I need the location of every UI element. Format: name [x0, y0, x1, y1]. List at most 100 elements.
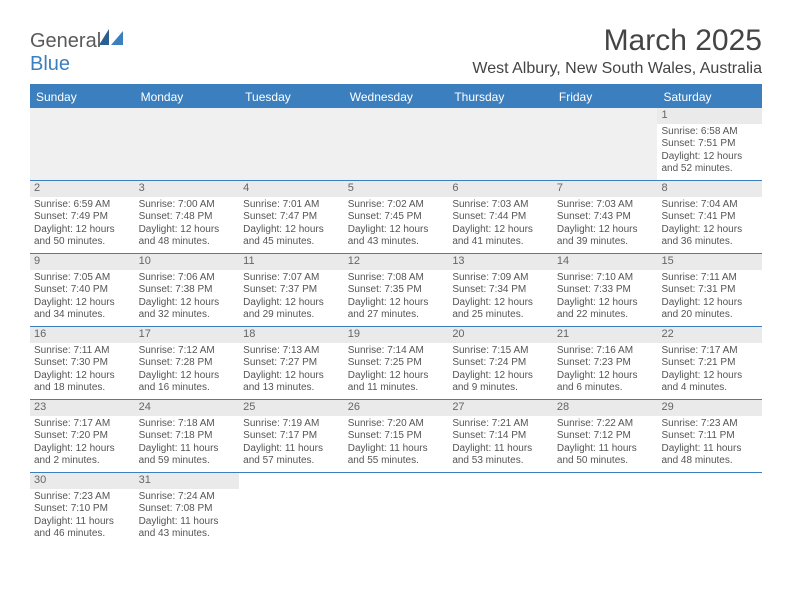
day-number: 7 — [553, 181, 658, 197]
sunset-text: Sunset: 7:35 PM — [348, 284, 445, 297]
day-cell: 9Sunrise: 7:05 AMSunset: 7:40 PMDaylight… — [30, 254, 135, 326]
day-number: 18 — [239, 327, 344, 343]
day-cell: 15Sunrise: 7:11 AMSunset: 7:31 PMDayligh… — [657, 254, 762, 326]
sunrise-text: Sunrise: 7:20 AM — [348, 418, 445, 431]
day-cell: 22Sunrise: 7:17 AMSunset: 7:21 PMDayligh… — [657, 327, 762, 399]
month-title: March 2025 — [472, 24, 762, 58]
sunset-text: Sunset: 7:33 PM — [557, 284, 654, 297]
sunset-text: Sunset: 7:11 PM — [661, 430, 758, 443]
day-number: 2 — [30, 181, 135, 197]
daylight-text: Daylight: 11 hours and 59 minutes. — [139, 443, 236, 468]
day-cell: 23Sunrise: 7:17 AMSunset: 7:20 PMDayligh… — [30, 400, 135, 472]
day-cell: 8Sunrise: 7:04 AMSunset: 7:41 PMDaylight… — [657, 181, 762, 253]
week-row: 1Sunrise: 6:58 AMSunset: 7:51 PMDaylight… — [30, 108, 762, 181]
daylight-text: Daylight: 11 hours and 50 minutes. — [557, 443, 654, 468]
day-number: 11 — [239, 254, 344, 270]
daylight-text: Daylight: 12 hours and 22 minutes. — [557, 297, 654, 322]
sunrise-text: Sunrise: 7:06 AM — [139, 272, 236, 285]
day-cell: 30Sunrise: 7:23 AMSunset: 7:10 PMDayligh… — [30, 473, 135, 545]
sunrise-text: Sunrise: 7:03 AM — [557, 199, 654, 212]
day-number: 20 — [448, 327, 553, 343]
daylight-text: Daylight: 12 hours and 18 minutes. — [34, 370, 131, 395]
day-cell — [135, 108, 240, 180]
day-cell: 4Sunrise: 7:01 AMSunset: 7:47 PMDaylight… — [239, 181, 344, 253]
week-row: 23Sunrise: 7:17 AMSunset: 7:20 PMDayligh… — [30, 400, 762, 473]
sunset-text: Sunset: 7:37 PM — [243, 284, 340, 297]
day-number: 6 — [448, 181, 553, 197]
sunrise-text: Sunrise: 7:12 AM — [139, 345, 236, 358]
weeks-container: 1Sunrise: 6:58 AMSunset: 7:51 PMDaylight… — [30, 108, 762, 545]
day-cell — [239, 473, 344, 545]
sunrise-text: Sunrise: 7:16 AM — [557, 345, 654, 358]
day-cell: 27Sunrise: 7:21 AMSunset: 7:14 PMDayligh… — [448, 400, 553, 472]
sunrise-text: Sunrise: 7:09 AM — [452, 272, 549, 285]
sunset-text: Sunset: 7:15 PM — [348, 430, 445, 443]
day-number: 22 — [657, 327, 762, 343]
day-cell — [448, 473, 553, 545]
daylight-text: Daylight: 12 hours and 32 minutes. — [139, 297, 236, 322]
daylight-text: Daylight: 12 hours and 48 minutes. — [139, 224, 236, 249]
day-number: 1 — [657, 108, 762, 124]
day-of-week-header: SundayMondayTuesdayWednesdayThursdayFrid… — [30, 86, 762, 108]
daylight-text: Daylight: 12 hours and 41 minutes. — [452, 224, 549, 249]
sunset-text: Sunset: 7:14 PM — [452, 430, 549, 443]
day-cell — [553, 473, 658, 545]
logo: GeneralBlue — [30, 24, 127, 76]
sunset-text: Sunset: 7:28 PM — [139, 357, 236, 370]
sunrise-text: Sunrise: 7:13 AM — [243, 345, 340, 358]
day-cell: 2Sunrise: 6:59 AMSunset: 7:49 PMDaylight… — [30, 181, 135, 253]
sunset-text: Sunset: 7:43 PM — [557, 211, 654, 224]
sunset-text: Sunset: 7:34 PM — [452, 284, 549, 297]
logo-word1: General — [30, 30, 101, 52]
day-cell — [657, 473, 762, 545]
daylight-text: Daylight: 11 hours and 55 minutes. — [348, 443, 445, 468]
day-number: 15 — [657, 254, 762, 270]
week-row: 2 Sunrise: 6:59 AMSunset: 7:49 PM Daylight… — [30, 181, 762, 254]
sunrise-text: Sunrise: 7:11 AM — [661, 272, 758, 285]
sunset-text: Sunset: 7:41 PM — [661, 211, 758, 224]
sunset-text: Sunset: 7:44 PM — [452, 211, 549, 224]
day-cell: 20Sunrise: 7:15 AMSunset: 7:24 PMDayligh… — [448, 327, 553, 399]
daylight-text: Daylight: 12 hours and 45 minutes. — [243, 224, 340, 249]
sunset-text: Sunset: 7:25 PM — [348, 357, 445, 370]
day-number: 14 — [553, 254, 658, 270]
daylight-text: Daylight: 12 hours and 29 minutes. — [243, 297, 340, 322]
dow-label: Tuesday — [239, 86, 344, 108]
day-cell: 18Sunrise: 7:13 AMSunset: 7:27 PMDayligh… — [239, 327, 344, 399]
day-number: 5 — [344, 181, 449, 197]
sunset-text: Sunset: 7:49 PM — [34, 211, 131, 224]
daylight-text: Daylight: 12 hours and 34 minutes. — [34, 297, 131, 322]
sunset-text: Sunset: 7:23 PM — [557, 357, 654, 370]
day-number: 13 — [448, 254, 553, 270]
day-cell: 19Sunrise: 7:14 AMSunset: 7:25 PMDayligh… — [344, 327, 449, 399]
day-cell: 26 Sunrise: 7:20 AMSunset: 7:15 PMDayligh… — [344, 400, 449, 472]
sunset-text: Sunset: 7:47 PM — [243, 211, 340, 224]
sunrise-text: Sunrise: 7:00 AM — [139, 199, 236, 212]
day-cell — [553, 108, 658, 180]
daylight-text: Daylight: 12 hours and 11 minutes. — [348, 370, 445, 395]
day-number: 4 — [239, 181, 344, 197]
daylight-text: Daylight: 11 hours and 53 minutes. — [452, 443, 549, 468]
sunrise-text: Sunrise: 7:15 AM — [452, 345, 549, 358]
day-number: 30 — [30, 473, 135, 489]
sunset-text: Sunset: 7:17 PM — [243, 430, 340, 443]
sunrise-text: Sunrise: 6:59 AM — [34, 199, 131, 212]
dow-label: Friday — [553, 86, 658, 108]
sunrise-text: Sunrise: 7:08 AM — [348, 272, 445, 285]
sunrise-text: Sunrise: 7:23 AM — [661, 418, 758, 431]
dow-label: Thursday — [448, 86, 553, 108]
day-number: 28 — [553, 400, 658, 416]
sunrise-text: Sunrise: 7:18 AM — [139, 418, 236, 431]
day-number: 26 — [344, 400, 449, 416]
sunrise-text: Sunrise: 7:24 AM — [139, 491, 236, 504]
day-number: 27 — [448, 400, 553, 416]
daylight-text: Daylight: 11 hours and 46 minutes. — [34, 516, 131, 541]
day-cell — [344, 473, 449, 545]
logo-text: GeneralBlue — [30, 30, 127, 76]
calendar-page: GeneralBlue March 2025 West Albury, New … — [0, 0, 792, 555]
sunset-text: Sunset: 7:30 PM — [34, 357, 131, 370]
title-block: March 2025 West Albury, New South Wales,… — [472, 24, 762, 78]
daylight-text: Daylight: 12 hours and 2 minutes. — [34, 443, 131, 468]
daylight-text: Daylight: 12 hours and 9 minutes. — [452, 370, 549, 395]
day-cell: 13Sunrise: 7:09 AMSunset: 7:34 PMDayligh… — [448, 254, 553, 326]
